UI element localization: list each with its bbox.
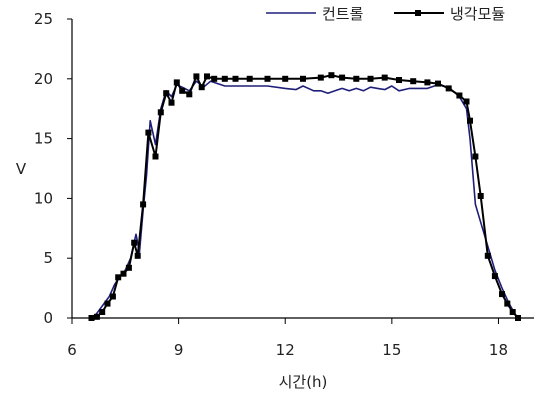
data-point [115, 274, 122, 281]
data-point [93, 313, 100, 320]
data-point [186, 91, 193, 98]
y-tick-label: 10 [34, 189, 53, 207]
data-point [134, 252, 141, 259]
data-point [499, 291, 505, 298]
series-line-1 [92, 80, 519, 319]
data-point [168, 99, 175, 106]
legend: 컨트롤 냉각모듈 [266, 5, 505, 23]
series-line-2 [91, 74, 519, 319]
x-tick-label: 9 [174, 341, 184, 359]
data-point [152, 153, 159, 160]
data-point [99, 309, 106, 315]
data-point [424, 79, 431, 86]
data-point [246, 75, 253, 82]
x-tick-label: 12 [276, 341, 295, 359]
data-point [198, 84, 205, 91]
x-tick-label: 6 [67, 341, 77, 359]
y-tick-label: 0 [43, 309, 53, 327]
data-point [504, 300, 511, 307]
data-point [211, 75, 218, 82]
data-point [173, 79, 180, 86]
x-ticks: 6 9 12 15 18 [67, 318, 508, 359]
data-point [204, 73, 210, 80]
data-point [157, 109, 164, 116]
y-tick-label: 15 [34, 130, 53, 148]
data-point [509, 309, 516, 315]
data-point [477, 193, 484, 199]
data-point [104, 300, 111, 307]
data-point [396, 77, 402, 83]
legend-marker-series-2 [415, 10, 421, 16]
legend-label-series-1: 컨트롤 [322, 5, 364, 23]
data-point [125, 264, 132, 271]
data-point [463, 98, 470, 105]
data-point [328, 72, 335, 79]
data-point [472, 153, 479, 160]
x-tick-label: 18 [489, 341, 508, 359]
data-point [145, 129, 152, 136]
data-point [445, 85, 452, 92]
data-point [353, 75, 360, 82]
series-layer [88, 72, 521, 321]
data-point [300, 75, 306, 82]
data-point [339, 74, 346, 81]
data-point [131, 239, 138, 246]
data-point [456, 92, 463, 99]
data-point [109, 293, 116, 300]
data-point [467, 117, 473, 124]
x-tick-label: 15 [382, 341, 401, 359]
y-ticks: 0 5 10 15 20 25 [34, 10, 72, 327]
data-point [410, 78, 417, 85]
data-point [88, 315, 95, 321]
data-point [515, 315, 521, 321]
data-point [140, 201, 147, 208]
y-tick-label: 5 [43, 249, 53, 267]
legend-label-series-2: 냉각모듈 [450, 5, 505, 23]
x-axis-title: 시간(h) [279, 373, 328, 391]
data-point [484, 252, 491, 259]
data-point [221, 75, 228, 82]
data-point [264, 75, 271, 82]
data-point [232, 75, 239, 82]
y-tick-label: 20 [34, 70, 53, 88]
data-point [491, 273, 498, 280]
data-point [381, 74, 388, 81]
y-tick-label: 25 [34, 10, 53, 28]
y-axis-title: V [16, 160, 27, 178]
data-point [120, 270, 127, 277]
data-point [435, 80, 441, 87]
data-point [282, 75, 289, 82]
data-point [193, 73, 200, 80]
data-point [163, 90, 170, 97]
data-point [367, 75, 374, 82]
data-point [179, 87, 186, 94]
data-point [317, 74, 324, 81]
